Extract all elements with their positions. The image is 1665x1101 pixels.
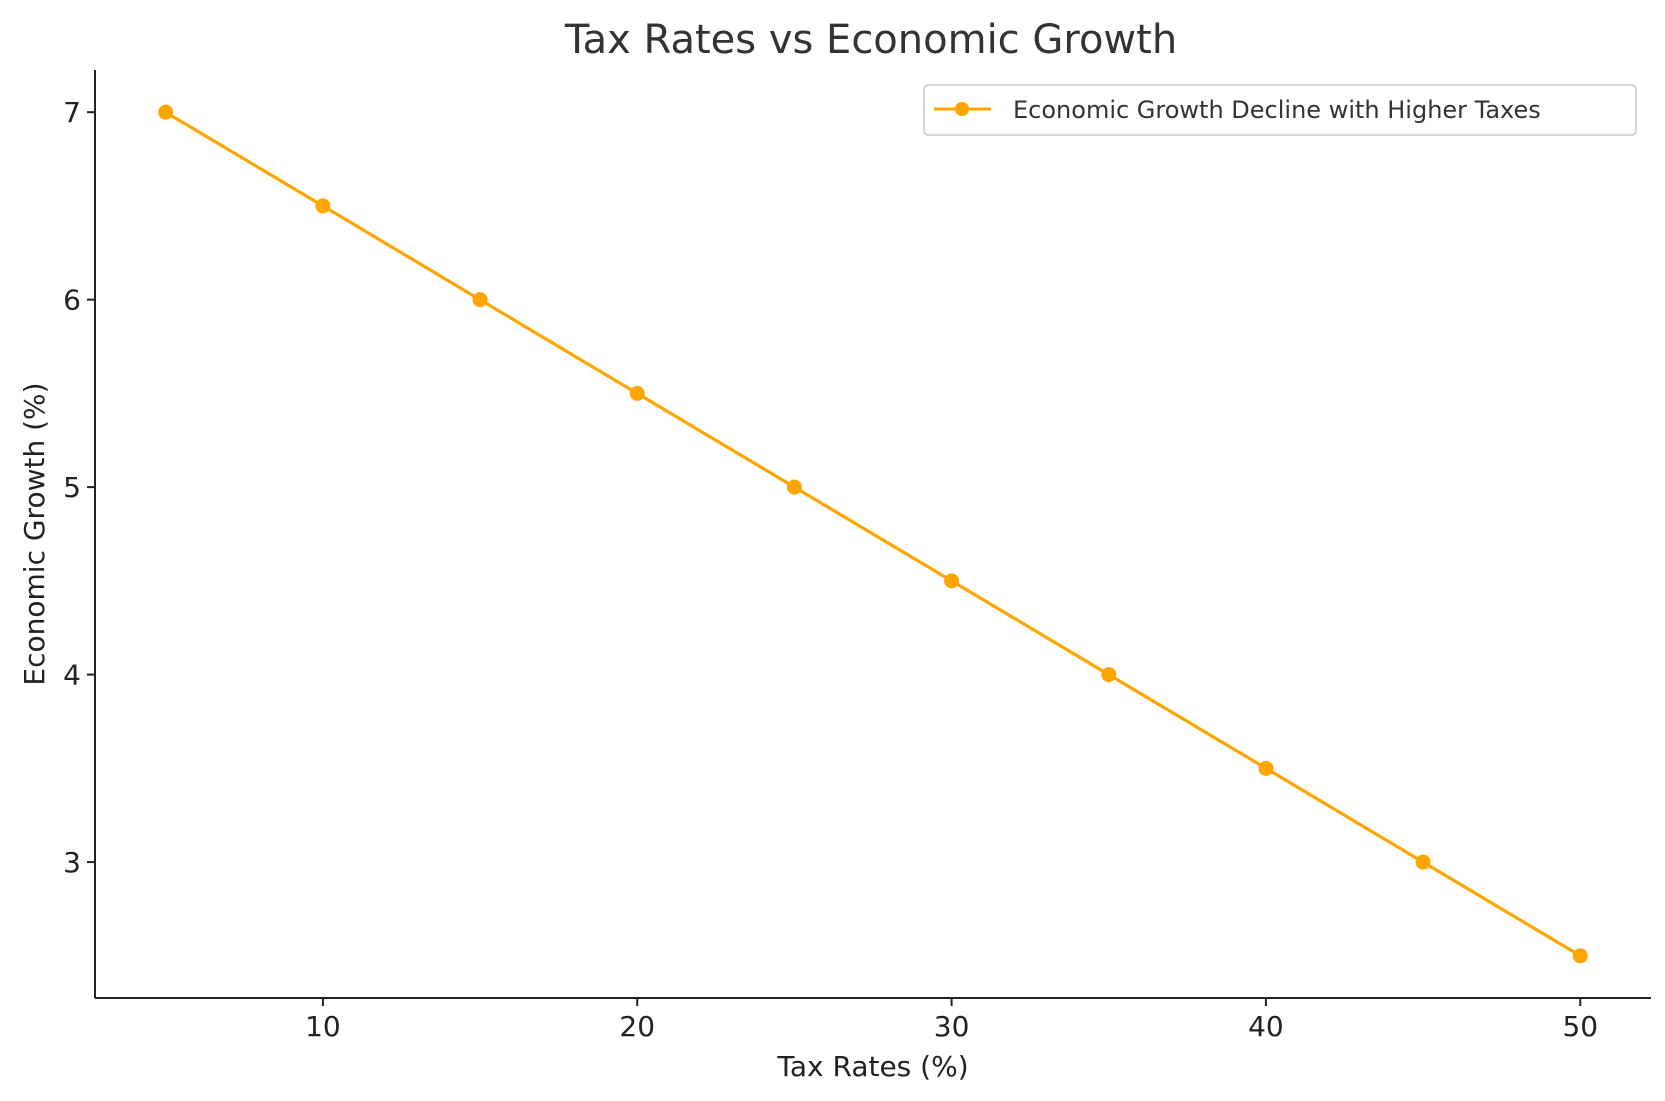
data-point xyxy=(315,198,331,214)
x-axis-label: Tax Rates (%) xyxy=(776,1050,968,1083)
y-tick-label: 3 xyxy=(63,846,81,879)
y-tick-label: 6 xyxy=(63,284,81,317)
data-point xyxy=(1415,854,1431,870)
y-tick-label: 5 xyxy=(63,471,81,504)
x-tick-label: 50 xyxy=(1562,1010,1598,1043)
data-point xyxy=(1101,667,1117,683)
legend-marker-sample xyxy=(955,102,969,116)
data-point xyxy=(1258,760,1274,776)
x-tick-label: 40 xyxy=(1248,1010,1284,1043)
y-tick-label: 7 xyxy=(63,96,81,129)
axes xyxy=(94,70,1651,999)
y-ticks: 3 4 5 6 7 xyxy=(63,96,95,879)
x-tick-label: 10 xyxy=(305,1010,341,1043)
series-line xyxy=(164,110,1582,958)
y-axis-label: Economic Growth (%) xyxy=(18,382,51,685)
series-layer xyxy=(158,104,1588,964)
legend-box xyxy=(923,84,1637,136)
data-point xyxy=(629,385,645,401)
legend-label: Economic Growth Decline with Higher Taxe… xyxy=(1013,96,1541,124)
data-point xyxy=(1572,948,1588,964)
data-point xyxy=(786,479,802,495)
chart-title: Tax Rates vs Economic Growth xyxy=(564,17,1177,63)
legend: Economic Growth Decline with Higher Taxe… xyxy=(923,84,1637,136)
x-ticks: 10 20 30 40 50 xyxy=(305,998,1598,1043)
y-tick-label: 4 xyxy=(63,659,81,692)
x-tick-label: 30 xyxy=(934,1010,970,1043)
data-point xyxy=(158,104,174,120)
data-point xyxy=(944,573,960,589)
x-tick-label: 20 xyxy=(619,1010,655,1043)
data-point xyxy=(472,292,488,308)
